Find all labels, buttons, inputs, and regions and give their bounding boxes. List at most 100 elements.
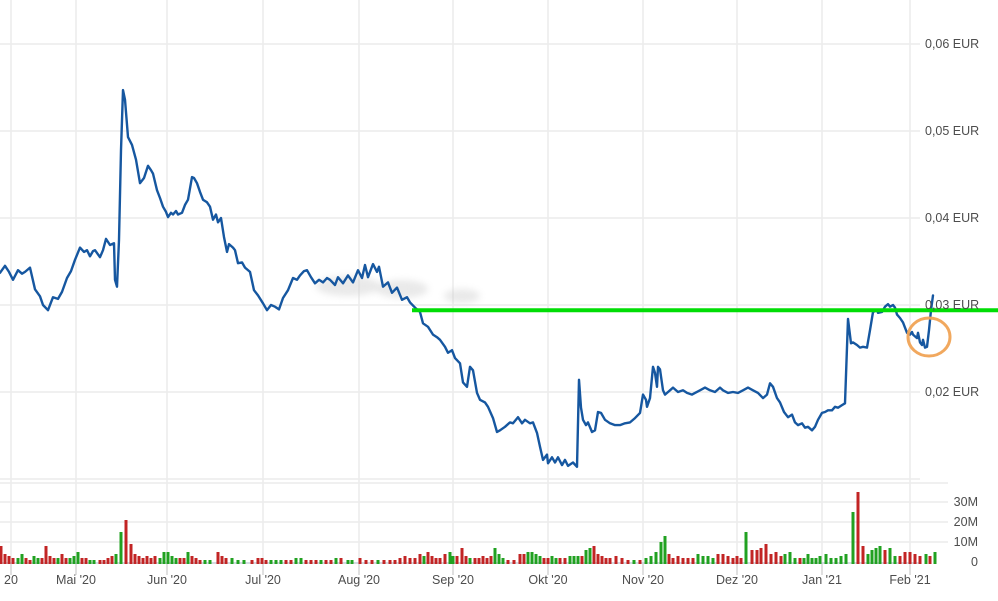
volume-bar-down <box>580 556 584 564</box>
price-axis-tick-label: 0,06 EUR <box>925 37 979 51</box>
volume-bar-down <box>638 560 642 564</box>
volume-bars-series <box>0 492 937 564</box>
volume-bar-down <box>40 558 44 564</box>
volume-bar-up <box>158 558 162 564</box>
volume-bar-down <box>455 556 459 564</box>
volume-bar-down <box>681 558 685 564</box>
volume-bar-down <box>339 558 343 564</box>
volume-bar-down <box>600 556 604 564</box>
volume-bar-down <box>477 558 481 564</box>
month-axis-tick-label: Okt '20 <box>528 573 567 587</box>
volume-bar-down <box>764 544 768 564</box>
volume-bar-up <box>114 554 118 564</box>
volume-bar-down <box>52 558 56 564</box>
volume-bar-up <box>744 532 748 564</box>
volume-bar-down <box>129 544 133 564</box>
volume-bar-up <box>874 548 878 564</box>
volume-bar-down <box>522 554 526 564</box>
volume-bar-up <box>501 558 505 564</box>
grid-layer <box>0 0 948 575</box>
month-axis-tick-label: Jul '20 <box>245 573 281 587</box>
volume-bar-up <box>572 556 576 564</box>
volume-bar-down <box>382 560 386 564</box>
volume-bar-down <box>481 556 485 564</box>
volume-bar-down <box>489 556 493 564</box>
volume-bar-down <box>110 556 114 564</box>
volume-bar-down <box>676 556 680 564</box>
volume-bar-down <box>473 558 477 564</box>
volume-bar-down <box>426 552 430 564</box>
volume-bar-down <box>137 556 141 564</box>
volume-bar-up <box>119 532 123 564</box>
volume-bar-down <box>289 560 293 564</box>
volume-bar-up <box>818 556 822 564</box>
volume-bar-down <box>691 558 695 564</box>
volume-bar-down <box>309 560 313 564</box>
volume-bar-up <box>584 550 588 564</box>
volume-bar-down <box>735 556 739 564</box>
volume-bar-down <box>64 558 68 564</box>
volume-bar-up <box>530 552 534 564</box>
volume-bar-down <box>198 560 202 564</box>
volume-bar-up <box>236 560 240 564</box>
volume-bar-up <box>274 560 278 564</box>
volume-bar-up <box>68 558 72 564</box>
volume-bar-down <box>721 554 725 564</box>
volume-bar-down <box>716 554 720 564</box>
volume-bar-down <box>408 558 412 564</box>
volume-bar-down <box>626 560 630 564</box>
volume-bar-down <box>512 560 516 564</box>
month-axis-tick-label: Jan '21 <box>802 573 842 587</box>
volume-bar-up <box>350 560 354 564</box>
chart-plot-area[interactable] <box>0 0 920 563</box>
price-line-series <box>0 88 935 468</box>
volume-bar-down <box>928 556 932 564</box>
volume-bar-down <box>608 558 612 564</box>
volume-bar-up <box>711 558 715 564</box>
volume-bar-down <box>80 558 84 564</box>
volume-bar-down <box>398 558 402 564</box>
volume-bar-down <box>358 558 362 564</box>
volume-bar-down <box>220 556 224 564</box>
volume-bar-up <box>701 556 705 564</box>
volume-bar-up <box>269 560 273 564</box>
volume-bar-up <box>230 558 234 564</box>
volume-bar-down <box>671 558 675 564</box>
volume-bar-down <box>774 552 778 564</box>
month-axis-tick-label: Aug '20 <box>338 573 380 587</box>
price-axis-tick-label: 0,04 EUR <box>925 211 979 225</box>
volume-bar-down <box>48 556 52 564</box>
volume-bar-up <box>659 542 663 564</box>
volume-bar-down <box>224 558 228 564</box>
volume-bar-down <box>182 558 186 564</box>
volume-bar-down <box>324 560 328 564</box>
volume-bar-down <box>388 560 392 564</box>
month-axis-tick-label: Sep '20 <box>432 573 474 587</box>
volume-bar-down <box>98 560 102 564</box>
volume-bar-down <box>563 558 567 564</box>
volume-bar-down <box>178 558 182 564</box>
volume-bar-down <box>141 558 145 564</box>
volume-bar-down <box>60 554 64 564</box>
volume-bar-up <box>783 554 787 564</box>
volume-bar-down <box>216 552 220 564</box>
volume-bar-down <box>133 554 137 564</box>
volume-bar-down <box>596 554 600 564</box>
volume-bar-up <box>550 556 554 564</box>
volume-bar-up <box>893 556 897 564</box>
volume-bar-down <box>755 550 759 564</box>
volume-bar-down <box>304 560 308 564</box>
volume-bar-down <box>393 560 397 564</box>
volume-bar-down <box>28 560 32 564</box>
volume-bar-up <box>170 556 174 564</box>
volume-bar-down <box>434 558 438 564</box>
price-line <box>0 88 935 468</box>
volume-bar-down <box>750 550 754 564</box>
volume-bar-up <box>448 552 452 564</box>
volume-bar-down <box>592 546 596 564</box>
volume-bar-down <box>7 556 11 564</box>
volume-bar-down <box>464 556 468 564</box>
volume-bar-up <box>88 560 92 564</box>
volume-bar-up <box>538 556 542 564</box>
